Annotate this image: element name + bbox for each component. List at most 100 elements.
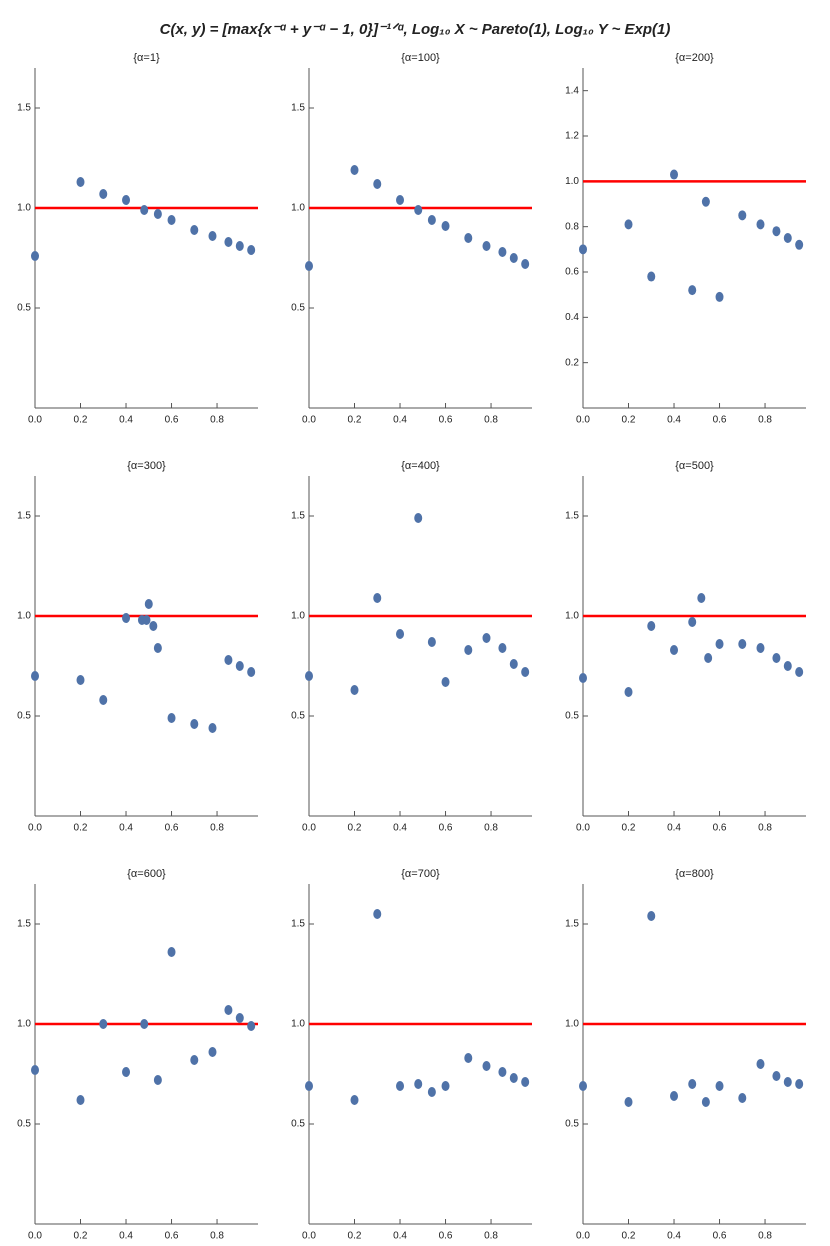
y-tick-label: 1.0 [291,1019,305,1030]
data-point [738,1093,747,1103]
x-tick-label: 0.6 [439,415,453,426]
y-tick-label: 1.0 [565,611,579,622]
panel-title: {α=300} [127,460,166,472]
data-point [373,909,382,919]
data-point [441,221,450,231]
x-tick-label: 0.2 [622,1231,636,1242]
data-point [153,643,162,653]
data-point [190,719,199,729]
x-tick-label: 0.2 [74,1231,88,1242]
data-point [305,671,313,681]
data-point [783,1077,792,1087]
data-point [149,621,158,631]
x-tick-label: 0.8 [484,1231,498,1242]
data-point [704,653,713,663]
data-point [688,617,697,627]
data-point [427,1087,436,1097]
data-point [122,613,131,623]
data-point [783,661,792,671]
data-point [414,1079,423,1089]
data-point [305,261,313,271]
y-tick-label: 0.5 [17,1119,31,1130]
x-tick-label: 0.8 [210,1231,224,1242]
data-point [498,1067,507,1077]
data-point [795,1079,804,1089]
x-tick-label: 0.6 [713,415,727,426]
data-point [521,1077,530,1087]
y-tick-label: 1.0 [565,1019,579,1030]
data-point [498,643,507,653]
x-tick-label: 0.8 [758,1231,772,1242]
data-point [31,251,39,261]
x-tick-label: 0.6 [713,1231,727,1242]
data-point [247,245,256,255]
x-tick-label: 0.0 [302,1231,316,1242]
data-point [715,291,724,302]
data-point [122,1067,131,1077]
x-tick-label: 0.2 [622,415,636,426]
y-tick-label: 0.5 [17,711,31,722]
data-point [373,593,382,603]
data-point [99,695,108,705]
panel-title: {α=200} [675,52,714,64]
y-tick-label: 1.5 [565,511,579,522]
data-point [701,1097,710,1107]
data-point [31,671,39,681]
data-point [373,179,382,189]
y-tick-label: 1.5 [565,919,579,930]
y-tick-label: 1.5 [17,511,31,522]
data-point [396,195,405,205]
x-tick-label: 0.2 [348,1231,362,1242]
data-point [579,244,587,255]
x-tick-label: 0.4 [119,823,133,834]
data-point [756,219,765,230]
x-tick-label: 0.8 [210,823,224,834]
x-tick-label: 0.4 [667,1231,681,1242]
data-point [235,241,244,251]
data-point [153,209,162,219]
data-point [464,645,473,655]
x-tick-label: 0.2 [622,823,636,834]
x-tick-label: 0.6 [439,1231,453,1242]
data-point [670,645,679,655]
data-point [224,1005,233,1015]
data-point [795,667,804,677]
x-tick-label: 0.2 [348,415,362,426]
y-tick-label: 1.5 [291,919,305,930]
data-point [140,205,149,215]
y-tick-label: 0.5 [565,711,579,722]
data-point [224,655,233,665]
x-tick-label: 0.8 [484,823,498,834]
data-point [167,215,176,225]
data-point [701,196,710,207]
data-point [772,1071,781,1081]
data-point [208,723,217,733]
data-point [783,233,792,243]
x-tick-label: 0.6 [165,1231,179,1242]
x-tick-label: 0.6 [713,823,727,834]
y-tick-label: 1.5 [291,103,305,114]
data-point [498,247,507,257]
y-tick-label: 0.5 [291,711,305,722]
data-point [167,713,176,723]
data-point [31,1065,39,1075]
data-point [190,225,199,235]
x-tick-label: 0.8 [484,415,498,426]
data-point [142,615,151,625]
y-tick-label: 1.5 [17,103,31,114]
x-tick-label: 0.0 [28,415,42,426]
y-tick-label: 1.0 [17,203,31,214]
data-point [122,195,131,205]
data-point [208,231,217,241]
y-tick-label: 0.8 [565,221,579,232]
data-point [509,253,518,263]
panel-title: {α=400} [401,460,440,472]
data-point [482,241,491,251]
x-tick-label: 0.6 [165,823,179,834]
data-point [772,653,781,663]
panel-title: {α=1} [133,52,160,64]
data-point [76,177,85,187]
data-point [509,1073,518,1083]
x-tick-label: 0.8 [758,823,772,834]
data-point [670,1091,679,1101]
